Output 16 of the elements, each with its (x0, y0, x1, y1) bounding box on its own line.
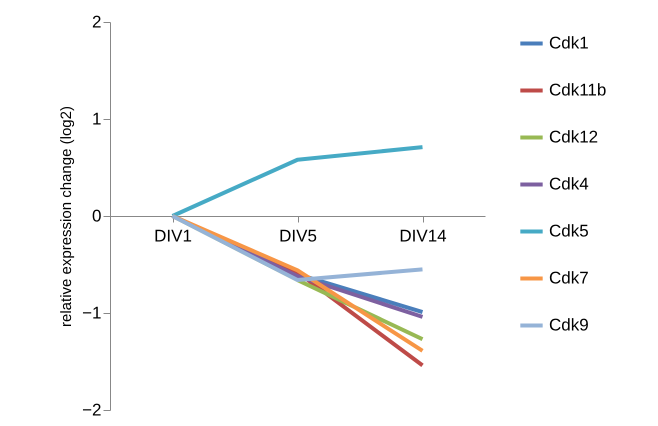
x-tick-label: DIV5 (279, 226, 317, 246)
legend-label: Cdk7 (549, 268, 589, 288)
y-tick-label: −1 (82, 304, 102, 322)
y-tick-label: −2 (82, 400, 102, 420)
legend-label: Cdk1 (549, 34, 589, 52)
legend-label: Cdk5 (549, 222, 589, 240)
legend-label: Cdk11b (549, 80, 606, 100)
y-axis-title: relative expression change (log2) (58, 106, 76, 327)
y-tick-label: 1 (92, 110, 102, 128)
legend-label: Cdk9 (549, 316, 589, 334)
y-tick-label: 0 (92, 206, 102, 226)
legend-label: Cdk12 (549, 128, 598, 146)
x-tick-label: DIV1 (154, 226, 192, 246)
y-tick-label: 2 (92, 12, 102, 32)
legend-label: Cdk4 (549, 174, 589, 194)
x-tick-label: DIV14 (399, 226, 447, 246)
